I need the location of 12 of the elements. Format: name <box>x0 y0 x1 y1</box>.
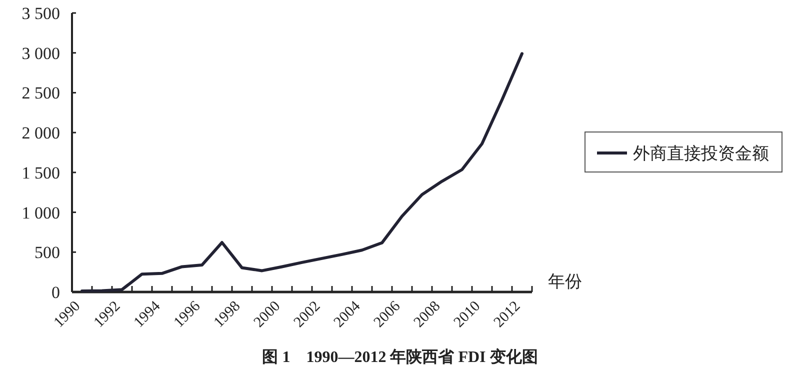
legend-label: 外商直接投资金额 <box>633 144 769 163</box>
y-tick-label: 3 000 <box>22 44 60 63</box>
x-tick-label: 1992 <box>91 298 124 331</box>
x-axis-title: 年份 <box>548 272 582 291</box>
y-tick-label: 1 000 <box>22 203 60 222</box>
text: 图 1 1990—2012 年陕西省 FDI 变化图 <box>262 348 538 366</box>
y-tick-label: 1 500 <box>22 163 60 182</box>
y-tick-label: 2 000 <box>22 124 60 143</box>
y-tick-label: 3 500 <box>22 4 60 23</box>
y-tick-label: 2 500 <box>22 84 60 103</box>
line-series <box>80 52 524 293</box>
y-tick-label: 500 <box>34 243 60 262</box>
